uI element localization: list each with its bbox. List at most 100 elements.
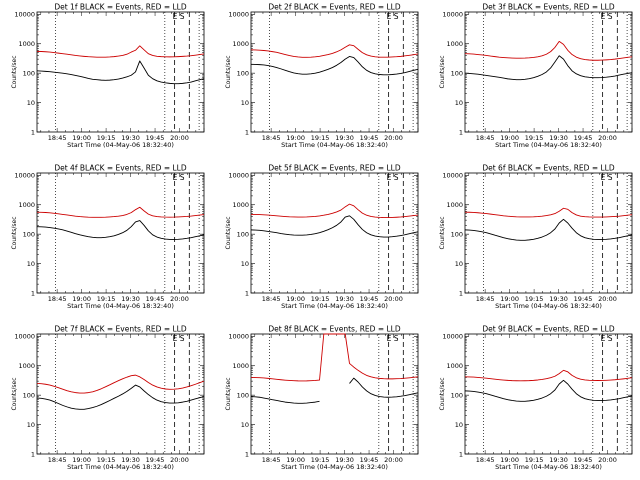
panel-8-ytick-label: 10000 — [228, 333, 249, 341]
panel-5-series-lld — [250, 203, 419, 219]
panel-4-xtick-label: 19:00 — [72, 295, 91, 303]
panel-2-ytick-label: 10 — [241, 99, 249, 107]
panel-4-xtick-label: 20:00 — [170, 295, 189, 303]
panel-1-title: Det 1f BLACK = Events, RED = LLD — [54, 3, 187, 12]
panel-1-series-events — [36, 60, 205, 85]
panel-9-title: Det 9f BLACK = Events, RED = LLD — [482, 325, 615, 334]
panel-2-title: Det 2f BLACK = Events, RED = LLD — [268, 3, 401, 12]
panel-2-series-events — [250, 56, 419, 76]
panel-3-series-lld — [464, 40, 633, 61]
panel-4-ylabel: Counts/sec — [11, 216, 18, 249]
panel-7-ytick-label: 1 — [31, 450, 35, 458]
panel-3-xlabel: Start Time (04-May-06 18:32:40) — [495, 141, 602, 149]
panel-5-ytick-label: 1000 — [232, 201, 249, 209]
panel-8-xtick-label: 19:45 — [360, 456, 379, 464]
panel-7-series-events — [36, 384, 205, 410]
panel-8-ytick-label: 10 — [241, 421, 249, 429]
panel-6-series-events — [464, 218, 633, 241]
panel-6-title: Det 6f BLACK = Events, RED = LLD — [482, 164, 615, 173]
panel-7-overlay-label: E S — [173, 334, 185, 343]
panel-5-title: Det 5f BLACK = Events, RED = LLD — [268, 164, 401, 173]
panel-3-xtick-label: 18:45 — [476, 134, 495, 142]
panel-9-xtick-label: 20:00 — [598, 456, 617, 464]
panel-1-overlay-label: E S — [173, 12, 185, 21]
panel-5-xtick-label: 18:45 — [262, 295, 281, 303]
panel-3-ylabel: Counts/sec — [439, 55, 446, 88]
panel-5-frame — [250, 172, 419, 294]
panel-4-ytick-label: 1000 — [18, 201, 35, 209]
panel-4-overlay-label: E S — [173, 173, 185, 182]
panel-2-series-lld — [250, 44, 419, 58]
panel-6-xtick-label: 19:30 — [549, 295, 568, 303]
panel-7-title: Det 7f BLACK = Events, RED = LLD — [54, 325, 187, 334]
panel-8-ytick-label: 100 — [237, 391, 249, 399]
panel-9-xtick-label: 19:30 — [549, 456, 568, 464]
panel-9-ytick-label: 10000 — [442, 333, 463, 341]
panel-5-xtick-label: 19:30 — [335, 295, 354, 303]
panel-6-xtick-label: 20:00 — [598, 295, 617, 303]
panel-4-ytick-label: 10 — [27, 260, 35, 268]
panel-3-xtick-label: 19:45 — [574, 134, 593, 142]
panel-7-xtick-label: 19:00 — [72, 456, 91, 464]
panel-5-ytick-label: 10000 — [228, 172, 249, 180]
panel-9-ylabel: Counts/sec — [439, 377, 446, 410]
panel-1-xtick-label: 18:45 — [48, 134, 67, 142]
panel-7-xlabel: Start Time (04-May-06 18:32:40) — [67, 463, 174, 471]
panel-4-xtick-label: 19:15 — [97, 295, 116, 303]
panel-3-ytick-label: 1 — [459, 128, 463, 136]
panel-2-xtick-label: 19:15 — [311, 134, 330, 142]
panel-6-ytick-label: 10 — [455, 260, 463, 268]
panel-5-xlabel: Start Time (04-May-06 18:32:40) — [281, 302, 388, 310]
panel-9-ytick-label: 1 — [459, 450, 463, 458]
panel-3-series-events — [464, 55, 633, 81]
panel-1-ytick-label: 1000 — [18, 40, 35, 48]
panel-4-xlabel: Start Time (04-May-06 18:32:40) — [67, 302, 174, 310]
panel-8-ytick-label: 1 — [245, 450, 249, 458]
panel-8-xtick-label: 20:00 — [384, 456, 403, 464]
panel-7-xtick-label: 20:00 — [170, 456, 189, 464]
panel-3-xtick-label: 20:00 — [598, 134, 617, 142]
panel-6-ytick-label: 1 — [459, 289, 463, 297]
panel-8-xtick-label: 18:45 — [262, 456, 281, 464]
panel-1-xlabel: Start Time (04-May-06 18:32:40) — [67, 141, 174, 149]
panel-9-ytick-label: 100 — [451, 391, 463, 399]
panel-5-ylabel: Counts/sec — [225, 216, 232, 249]
panel-9-ytick-label: 1000 — [446, 362, 463, 370]
panel-8-title: Det 8f BLACK = Events, RED = LLD — [268, 325, 401, 334]
panel-9-series-events — [464, 379, 633, 402]
panel-6-xtick-label: 19:00 — [500, 295, 519, 303]
panel-1-frame — [36, 11, 205, 133]
panel-2-xtick-label: 19:00 — [286, 134, 305, 142]
panel-7-ytick-label: 1000 — [18, 362, 35, 370]
panel-8-series-events — [250, 377, 419, 404]
panel-4-xtick-label: 19:30 — [121, 295, 140, 303]
panel-2-xtick-label: 20:00 — [384, 134, 403, 142]
panel-3-frame — [464, 11, 633, 133]
panel-3-ytick-label: 10000 — [442, 11, 463, 19]
panel-3-xtick-label: 19:00 — [500, 134, 519, 142]
panel-1-xtick-label: 19:45 — [146, 134, 165, 142]
panel-1-ytick-label: 10000 — [14, 11, 35, 19]
panel-1-ytick-label: 10 — [27, 99, 35, 107]
panel-1-xtick-label: 20:00 — [170, 134, 189, 142]
panel-6-ytick-label: 10000 — [442, 172, 463, 180]
panel-6-series-lld — [464, 207, 633, 218]
panel-5-xtick-label: 19:00 — [286, 295, 305, 303]
panel-3-ytick-label: 1000 — [446, 40, 463, 48]
panel-5-xtick-label: 20:00 — [384, 295, 403, 303]
panel-9-xtick-label: 19:15 — [525, 456, 544, 464]
panel-6-xtick-label: 19:45 — [574, 295, 593, 303]
panel-4-xtick-label: 18:45 — [48, 295, 67, 303]
panel-7-frame — [36, 333, 205, 455]
panel-9-ytick-label: 10 — [455, 421, 463, 429]
panel-9-xtick-label: 18:45 — [476, 456, 495, 464]
panel-1-xtick-label: 19:30 — [121, 134, 140, 142]
panel-3-ytick-label: 10 — [455, 99, 463, 107]
panel-5-ytick-label: 100 — [237, 230, 249, 238]
panel-6-ytick-label: 1000 — [446, 201, 463, 209]
panel-8-ytick-label: 1000 — [232, 362, 249, 370]
panel-5-ytick-label: 10 — [241, 260, 249, 268]
panel-7-xtick-label: 19:30 — [121, 456, 140, 464]
panel-7-xtick-label: 18:45 — [48, 456, 67, 464]
panel-5-overlay-label: E S — [387, 173, 399, 182]
